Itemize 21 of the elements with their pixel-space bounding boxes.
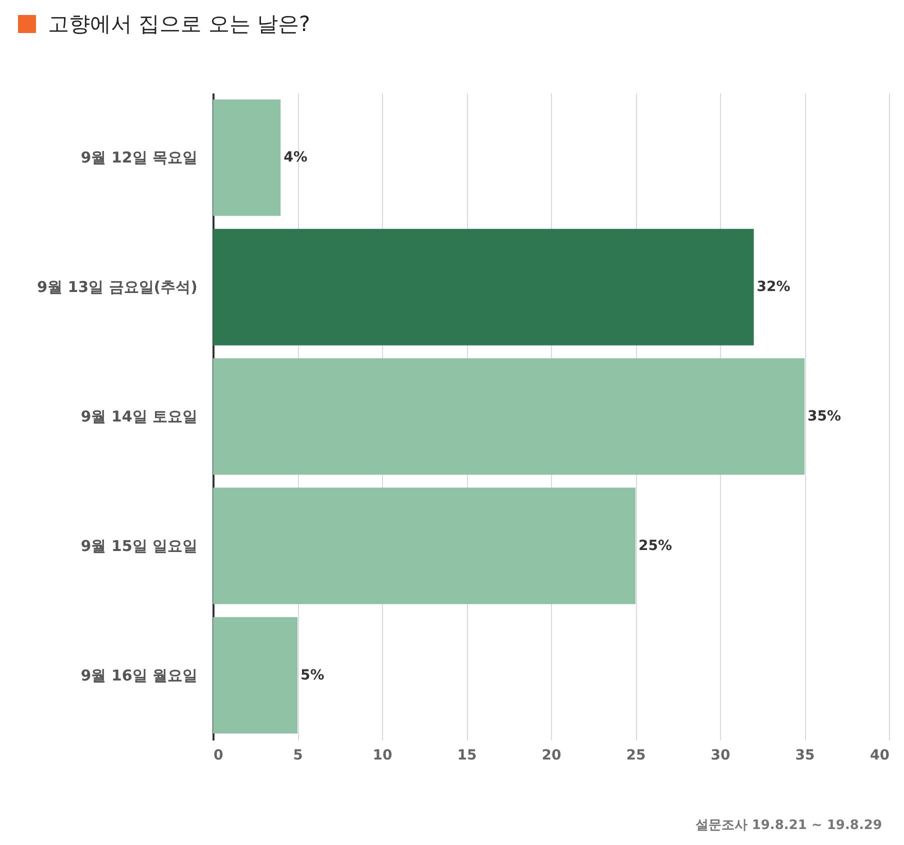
y-tick-label: 9월 13일 금요일(추석) bbox=[37, 278, 198, 296]
x-tick-label: 0 bbox=[214, 748, 224, 764]
data-label: 5% bbox=[300, 667, 324, 684]
chart-title: 고향에서 집으로 오는 날은? bbox=[48, 11, 310, 38]
x-tick-label: 40 bbox=[870, 748, 890, 764]
text: 설문조사 19.8.21 ~ 19.8.29 bbox=[695, 817, 882, 834]
x-tick-label: 35 bbox=[795, 748, 815, 764]
x-tick-label: 30 bbox=[710, 748, 730, 764]
x-tick-label: 25 bbox=[626, 748, 646, 764]
y-tick-label: 9월 14일 토요일 bbox=[80, 408, 198, 426]
y-tick-label: 9월 15일 일요일 bbox=[80, 536, 198, 555]
data-label: 4% bbox=[284, 150, 308, 166]
x-tick-label: 10 bbox=[372, 748, 392, 764]
x-tick-label: 5 bbox=[293, 748, 303, 764]
data-label: 35% bbox=[808, 408, 842, 424]
data-label: 32% bbox=[756, 279, 790, 296]
data-label: 25% bbox=[638, 538, 672, 554]
x-tick-label: 15 bbox=[457, 748, 477, 764]
x-tick-label: 20 bbox=[542, 748, 562, 764]
y-tick-label: 9월 12일 목요일 bbox=[80, 148, 198, 167]
y-tick-label: 9월 16일 월요일 bbox=[80, 666, 198, 684]
